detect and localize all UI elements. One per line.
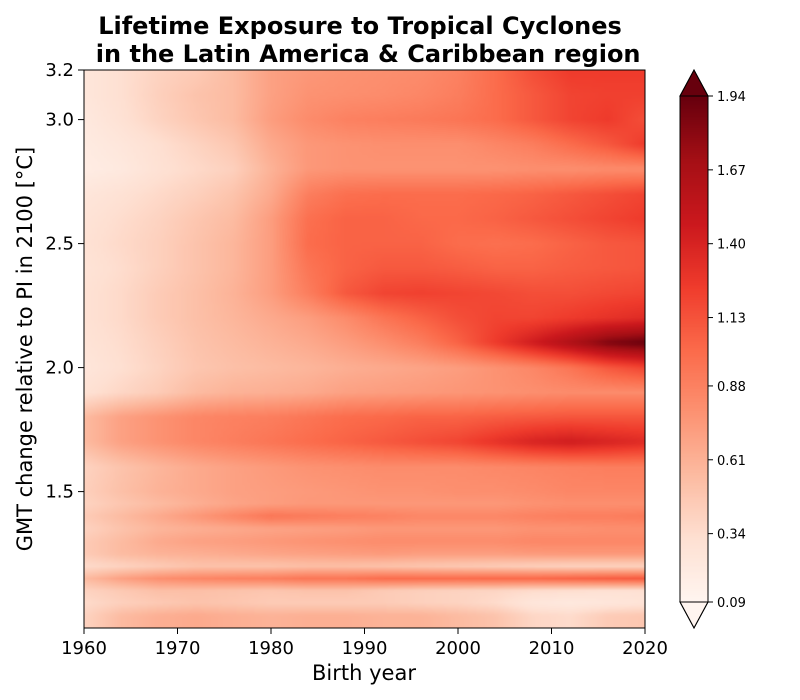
chart-title-line-2: in the Latin America & Caribbean region <box>87 40 640 68</box>
chart-title-line-1: Lifetime Exposure to Tropical Cyclones <box>98 12 622 40</box>
colorbar-ticks: 0.09 0.34 0.61 0.88 1.13 1.40 1.67 1.94 <box>708 90 746 611</box>
colorbar-tick-label: 1.67 <box>717 164 746 179</box>
colorbar-extend-min <box>679 601 709 630</box>
colorbar-tick-label: 0.88 <box>717 380 746 395</box>
colorbar-tick-label: 0.61 <box>717 454 746 469</box>
heatmap-image <box>84 70 645 628</box>
x-tick-label: 1990 <box>342 638 388 659</box>
x-tick-label: 2020 <box>622 638 668 659</box>
x-axis-label: Birth year <box>312 661 416 685</box>
y-tick-label: 2.5 <box>45 234 74 255</box>
x-tick-label: 1960 <box>61 638 107 659</box>
y-tick-label: 3.0 <box>45 110 74 131</box>
y-tick-label: 3.2 <box>45 60 74 81</box>
y-tick-label: 2.0 <box>45 358 74 379</box>
colorbar-tick-label: 1.13 <box>717 312 746 327</box>
colorbar-gradient <box>680 96 708 602</box>
plot-area <box>84 70 645 628</box>
colorbar-tick-label: 1.94 <box>717 90 746 105</box>
colorbar-extend-max <box>679 68 709 97</box>
colorbar-tick-label: 1.40 <box>717 238 746 253</box>
y-tick-label: 1.5 <box>45 482 74 503</box>
y-axis-ticks: 1.5 2.0 2.5 3.0 3.2 <box>45 60 84 503</box>
x-tick-label: 1980 <box>248 638 294 659</box>
y-axis-label: GMT change relative to PI in 2100 [°C] <box>13 147 37 552</box>
colorbar-tick-label: 0.09 <box>717 596 746 611</box>
x-tick-label: 1970 <box>155 638 201 659</box>
colorbar: 0.09 0.34 0.61 0.88 1.13 1.40 1.67 1.94 <box>679 68 746 630</box>
x-tick-label: 2000 <box>435 638 481 659</box>
x-tick-label: 2010 <box>529 638 575 659</box>
colorbar-tick-label: 0.34 <box>717 528 746 543</box>
x-axis-ticks: 1960 1970 1980 1990 2000 2010 2020 <box>61 628 668 659</box>
